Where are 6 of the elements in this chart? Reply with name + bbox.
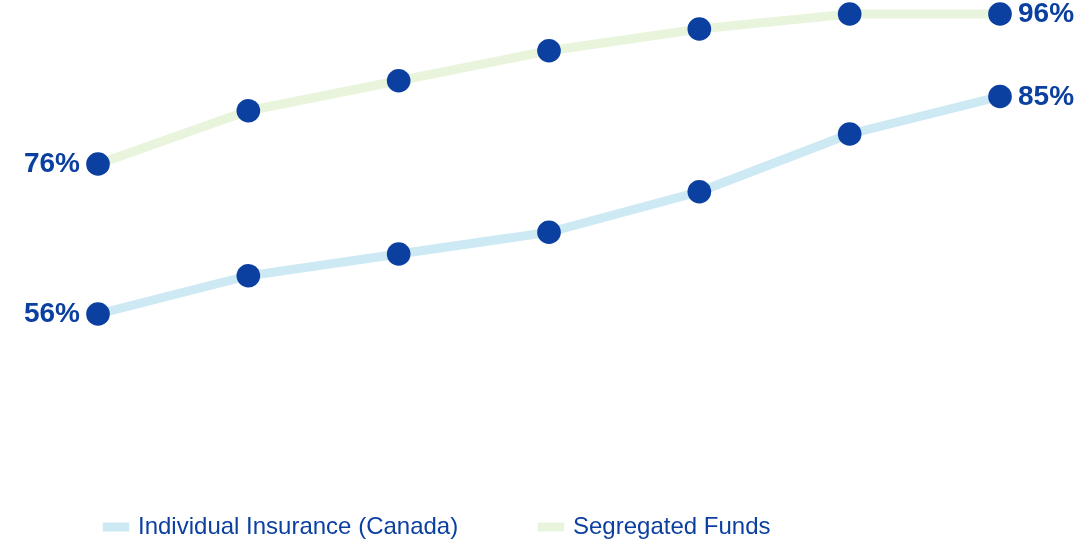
data-label: 76% <box>23 147 81 178</box>
data-label: 56% <box>23 297 81 328</box>
legend-label: Individual Insurance (Canada) <box>138 512 459 539</box>
data-label: 96% <box>1018 0 1075 28</box>
legend-label: Segregated Funds <box>573 512 771 539</box>
data-label: 85% <box>1018 79 1075 111</box>
